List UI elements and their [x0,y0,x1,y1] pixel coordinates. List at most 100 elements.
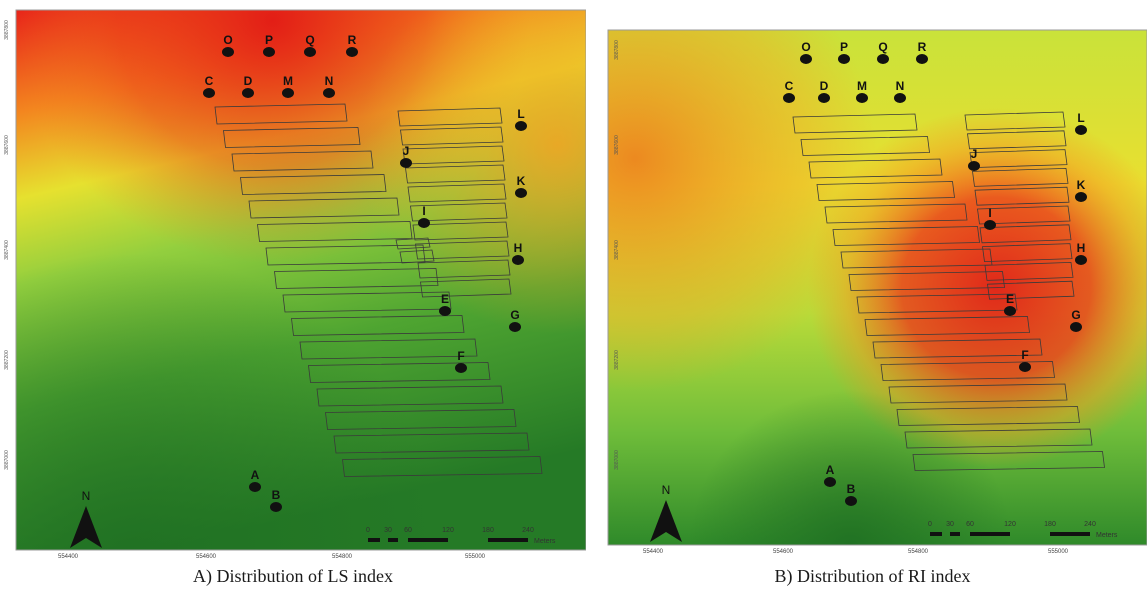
ri-low-zone [608,30,1147,545]
y-tick-label: 3887600 [4,135,10,155]
scale-label: 60 [404,527,412,534]
point-label-q: Q [878,40,887,54]
scale-label: 0 [366,527,370,534]
plot-outline-east [977,205,1071,225]
scale-label: 120 [442,527,454,534]
scale-label: 180 [1044,521,1056,528]
point-label-l: L [517,107,524,121]
point-label-m: M [857,79,867,93]
plot-outline-east [417,259,511,279]
scale-label: 240 [1084,521,1096,528]
point-label-o: O [801,40,810,54]
sampling-point-g [1070,322,1082,332]
plot-outline-west [333,432,530,454]
sampling-point-r [346,47,358,57]
scale-label: 240 [522,527,534,534]
sampling-point-n [323,88,335,98]
plot-outline-west [832,226,980,246]
north-arrow-icon [86,506,102,548]
north-arrow: N [70,489,102,548]
north-label: N [82,489,91,503]
plot-outline-east [420,278,512,298]
ls-index-map: AB C D E F G H I J K L M N O P Q R 3887800 3887600 3887400… [4,9,586,560]
point-label-c: C [785,79,794,93]
sampling-point-l [1075,125,1087,135]
x-tick-label: 555000 [1048,549,1069,555]
x-tick-label: 555000 [465,554,486,560]
plot-outline-west [223,127,361,148]
y-tick-label: 3887800 [4,20,10,40]
plot-outline-west [214,103,348,125]
point-label-e: E [1006,292,1014,306]
point-label-p: P [840,40,848,54]
sampling-point-q [877,54,889,64]
x-tick-label: 554400 [58,554,79,560]
scale-bar-segment [388,538,398,542]
scale-bar-segment [950,532,960,536]
sampling-point-f [455,363,467,373]
plot-outline-west [240,174,387,195]
plot-outline-west [248,197,400,219]
point-label-k: K [1077,178,1086,192]
sampling-point-m [856,93,868,103]
sampling-point-r [916,54,928,64]
y-tick-label: 3887200 [614,350,620,370]
sampling-point-h [512,255,524,265]
sampling-point-j [968,161,980,171]
ls-low-zone [16,10,586,550]
plot-outline-west [816,181,955,201]
sampling-point-i [984,220,996,230]
north-arrow-icon [650,500,666,542]
sampling-point-m [282,88,294,98]
point-label-a: A [826,463,835,477]
plot-outline-west [291,315,465,336]
point-label-h: H [1077,241,1086,255]
plot-outline-west [325,409,517,430]
plot-outline-east [984,261,1074,281]
plot-outline-east [967,130,1067,150]
plot-outline-east [964,111,1066,131]
sampling-point-e [439,306,451,316]
sampling-point-o [222,47,234,57]
scale-bar-segment [930,532,942,536]
point-label-n: N [325,74,334,88]
point-label-n: N [896,79,905,93]
study-plots [792,111,1105,471]
plot-outline-west [231,150,374,172]
point-label-k: K [517,174,526,188]
sampling-point-f [1019,362,1031,372]
plot-outline-east [987,280,1075,300]
x-tick-label: 554600 [773,549,794,555]
y-tick-label: 3887000 [614,450,620,470]
north-arrow-icon [70,506,86,548]
sampling-point-l [515,121,527,131]
plot-outline-east [415,240,510,260]
sampling-point-p [838,54,850,64]
x-tick-label: 554800 [908,549,929,555]
y-tick-label: 3887400 [614,240,620,260]
sampling-point-e [1004,306,1016,316]
sampling-point-i [418,218,430,228]
sampling-point-b [845,496,857,506]
sampling-points: AB C D E F G H I J K L M N O P Q R [203,33,527,512]
plot-outline-east [410,202,508,222]
point-label-p: P [265,33,273,47]
scale-label: 30 [384,527,392,534]
plot-outline-west [864,316,1030,336]
ri-index-map: AB C D E F G H I J K L M N O P Q R 3887800 3887600 3887400… [607,29,1147,555]
x-axis-ticks: 554400 554600 554800 555000 [58,554,486,560]
sampling-point-d [242,88,254,98]
point-label-b: B [272,488,281,502]
plot-outline-east [405,164,506,184]
plot-outline-west [904,428,1093,449]
point-label-i: I [988,206,991,220]
plot-outline-west [274,268,439,289]
point-label-l: L [1077,111,1084,125]
sampling-point-c [203,88,215,98]
x-axis-ticks: 554400 554600 554800 555000 [643,549,1069,555]
point-label-i: I [422,204,425,218]
y-axis-ticks: 3887800 3887600 3887400 3887200 3887000 [614,40,620,470]
point-label-m: M [283,74,293,88]
plot-outline-west [824,203,968,224]
